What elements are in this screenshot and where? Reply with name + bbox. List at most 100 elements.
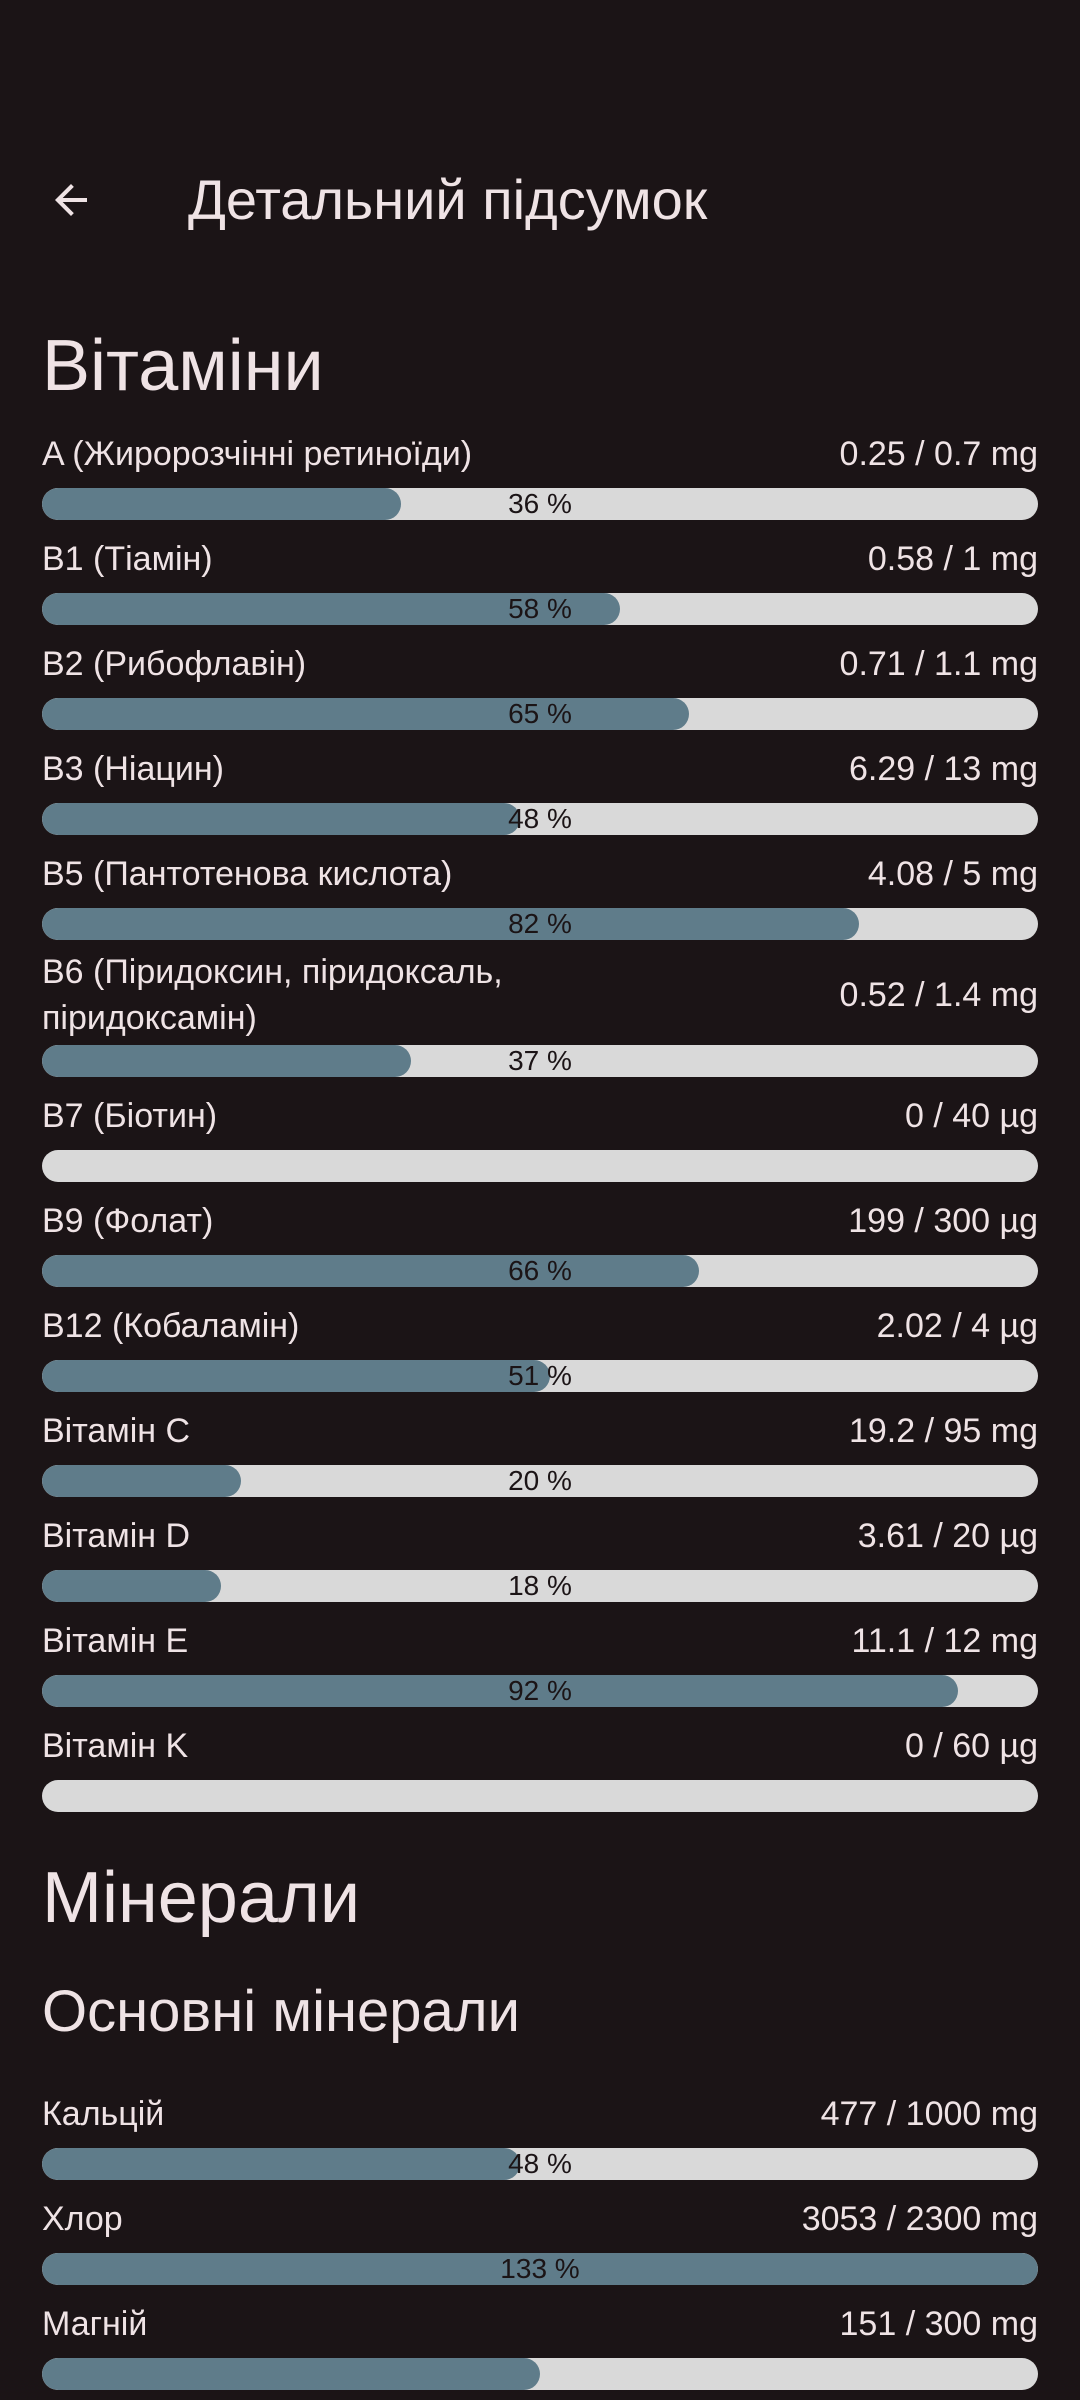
minerals-list: Кальцій 477 / 1000 mg 48 % Хлор 3053 / 2300 …	[42, 2084, 1038, 2390]
nutrient-amount: 19.2 / 95 mg	[848, 1412, 1038, 1450]
nutrient-name: B7 (Біотин)	[42, 1097, 218, 1135]
progress-bar-fill	[42, 908, 859, 940]
progress-bar: 65 %	[42, 698, 1038, 730]
minerals-section-title: Мінерали	[42, 1858, 361, 1938]
nutrient-header: B9 (Фолат) 199 / 300 µg	[42, 1191, 1038, 1251]
nutrient-name: B5 (Пантотенова кислота)	[42, 855, 453, 893]
progress-bar: 48 %	[42, 803, 1038, 835]
progress-percent-label: 36 %	[508, 488, 572, 519]
progress-percent-label: 51 %	[508, 1360, 572, 1391]
nutrient-name: B1 (Тіамін)	[42, 540, 213, 578]
nutrient-item: B12 (Кобаламін) 2.02 / 4 µg 51 %	[42, 1296, 1038, 1392]
progress-bar	[42, 1780, 1038, 1812]
nutrient-header: B1 (Тіамін) 0.58 / 1 mg	[42, 529, 1038, 589]
back-button[interactable]	[38, 167, 104, 233]
nutrient-header: Вітамін K 0 / 60 µg	[42, 1716, 1038, 1776]
progress-percent-label: 133 %	[500, 2253, 580, 2284]
progress-percent-label: 65 %	[508, 698, 572, 729]
nutrient-header: B6 (Піридоксин, піридоксаль, піридоксамі…	[42, 949, 1038, 1041]
nutrient-header: Магній 151 / 300 mg	[42, 2294, 1038, 2354]
top-app-bar: Детальний підсумок	[0, 140, 1080, 260]
nutrient-item: B6 (Піридоксин, піридоксаль, піридоксамі…	[42, 949, 1038, 1077]
progress-percent-label: 66 %	[508, 1255, 572, 1286]
nutrient-name: B6 (Піридоксин, піридоксаль, піридоксамі…	[42, 953, 503, 1037]
nutrient-name: B12 (Кобаламін)	[42, 1307, 300, 1345]
nutrient-item: B7 (Біотин) 0 / 40 µg	[42, 1086, 1038, 1182]
nutrient-amount: 0.58 / 1 mg	[867, 540, 1038, 578]
nutrient-amount: 0 / 60 µg	[904, 1727, 1038, 1765]
nutrient-item: B1 (Тіамін) 0.58 / 1 mg 58 %	[42, 529, 1038, 625]
nutrient-header: B5 (Пантотенова кислота) 4.08 / 5 mg	[42, 844, 1038, 904]
nutrient-item: B2 (Рибофлавін) 0.71 / 1.1 mg 65 %	[42, 634, 1038, 730]
vitamins-list: A (Жиророзчінні ретиноїди) 0.25 / 0.7 mg 3…	[42, 424, 1038, 1812]
nutrient-name: Магній	[42, 2305, 148, 2343]
nutrient-amount: 477 / 1000 mg	[820, 2095, 1038, 2133]
arrow-left-icon	[55, 184, 87, 216]
nutrient-item: Хлор 3053 / 2300 mg 133 %	[42, 2189, 1038, 2285]
progress-percent-label: 82 %	[508, 908, 572, 939]
nutrient-header: A (Жиророзчінні ретиноїди) 0.25 / 0.7 mg	[42, 424, 1038, 484]
nutrient-header: Вітамін D 3.61 / 20 µg	[42, 1506, 1038, 1566]
progress-percent-label: 92 %	[508, 1675, 572, 1706]
nutrient-item: A (Жиророзчінні ретиноїди) 0.25 / 0.7 mg 3…	[42, 424, 1038, 520]
progress-bar: 82 %	[42, 908, 1038, 940]
nutrient-amount: 0 / 40 µg	[904, 1097, 1038, 1135]
nutrient-name: B2 (Рибофлавін)	[42, 645, 307, 683]
nutrient-header: Кальцій 477 / 1000 mg	[42, 2084, 1038, 2144]
progress-bar: 48 %	[42, 2148, 1038, 2180]
progress-bar-fill	[42, 698, 690, 730]
progress-bar-fill	[42, 2148, 521, 2180]
progress-bar-fill	[42, 1360, 550, 1392]
nutrient-name: Вітамін D	[42, 1517, 191, 1555]
progress-bar: 66 %	[42, 1255, 1038, 1287]
nutrient-header: Вітамін E 11.1 / 12 mg	[42, 1611, 1038, 1671]
nutrient-amount: 2.02 / 4 µg	[876, 1307, 1038, 1345]
nutrient-header: B2 (Рибофлавін) 0.71 / 1.1 mg	[42, 634, 1038, 694]
nutrient-amount: 6.29 / 13 mg	[848, 750, 1038, 788]
progress-bar: 92 %	[42, 1675, 1038, 1707]
nutrient-name: Кальцій	[42, 2095, 165, 2133]
progress-bar	[42, 1150, 1038, 1182]
nutrient-amount: 3053 / 2300 mg	[801, 2200, 1038, 2238]
nutrient-amount: 199 / 300 µg	[848, 1202, 1038, 1240]
progress-percent-label	[42, 1150, 1038, 1182]
nutrient-header: B7 (Біотин) 0 / 40 µg	[42, 1086, 1038, 1146]
nutrient-name: Вітамін E	[42, 1622, 189, 1660]
nutrient-name: B3 (Ніацин)	[42, 750, 224, 788]
nutrient-item: B9 (Фолат) 199 / 300 µg 66 %	[42, 1191, 1038, 1287]
nutrient-item: Вітамін K 0 / 60 µg	[42, 1716, 1038, 1812]
progress-bar	[42, 2358, 1038, 2390]
nutrient-item: Вітамін E 11.1 / 12 mg 92 %	[42, 1611, 1038, 1707]
progress-percent-label	[42, 2358, 1038, 2390]
progress-bar: 37 %	[42, 1045, 1038, 1077]
progress-bar-fill	[42, 1255, 700, 1287]
nutrient-header: Хлор 3053 / 2300 mg	[42, 2189, 1038, 2249]
nutrient-name: Хлор	[42, 2200, 123, 2238]
nutrient-name: A (Жиророзчінні ретиноїди)	[42, 435, 473, 473]
nutrient-item: B5 (Пантотенова кислота) 4.08 / 5 mg 82 %	[42, 844, 1038, 940]
progress-percent-label: 48 %	[508, 2148, 572, 2179]
nutrient-item: Кальцій 477 / 1000 mg 48 %	[42, 2084, 1038, 2180]
progress-bar: 51 %	[42, 1360, 1038, 1392]
summary-content: Вітаміни A (Жиророзчінні ретиноїди) 0.25 …	[42, 318, 1038, 2399]
progress-percent-label: 48 %	[508, 803, 572, 834]
nutrient-amount: 0.52 / 1.4 mg	[839, 976, 1038, 1014]
progress-bar: 20 %	[42, 1465, 1038, 1497]
nutrient-amount: 3.61 / 20 µg	[857, 1517, 1038, 1555]
nutrient-amount: 4.08 / 5 mg	[867, 855, 1038, 893]
progress-bar: 58 %	[42, 593, 1038, 625]
nutrient-header: B3 (Ніацин) 6.29 / 13 mg	[42, 739, 1038, 799]
nutrient-item: Магній 151 / 300 mg	[42, 2294, 1038, 2390]
nutrient-item: Вітамін C 19.2 / 95 mg 20 %	[42, 1401, 1038, 1497]
progress-percent-label	[42, 1780, 1038, 1812]
vitamins-section-title: Вітаміни	[42, 326, 324, 406]
nutrient-amount: 0.25 / 0.7 mg	[839, 435, 1038, 473]
nutrient-header: Вітамін C 19.2 / 95 mg	[42, 1401, 1038, 1461]
nutrient-item: B3 (Ніацин) 6.29 / 13 mg 48 %	[42, 739, 1038, 835]
progress-bar-fill	[42, 2253, 1038, 2285]
nutrient-item: Вітамін D 3.61 / 20 µg 18 %	[42, 1506, 1038, 1602]
nutrient-name: B9 (Фолат)	[42, 1202, 214, 1240]
progress-bar-fill	[42, 1675, 959, 1707]
progress-bar-fill	[42, 1465, 242, 1497]
progress-percent-label: 20 %	[508, 1465, 572, 1496]
